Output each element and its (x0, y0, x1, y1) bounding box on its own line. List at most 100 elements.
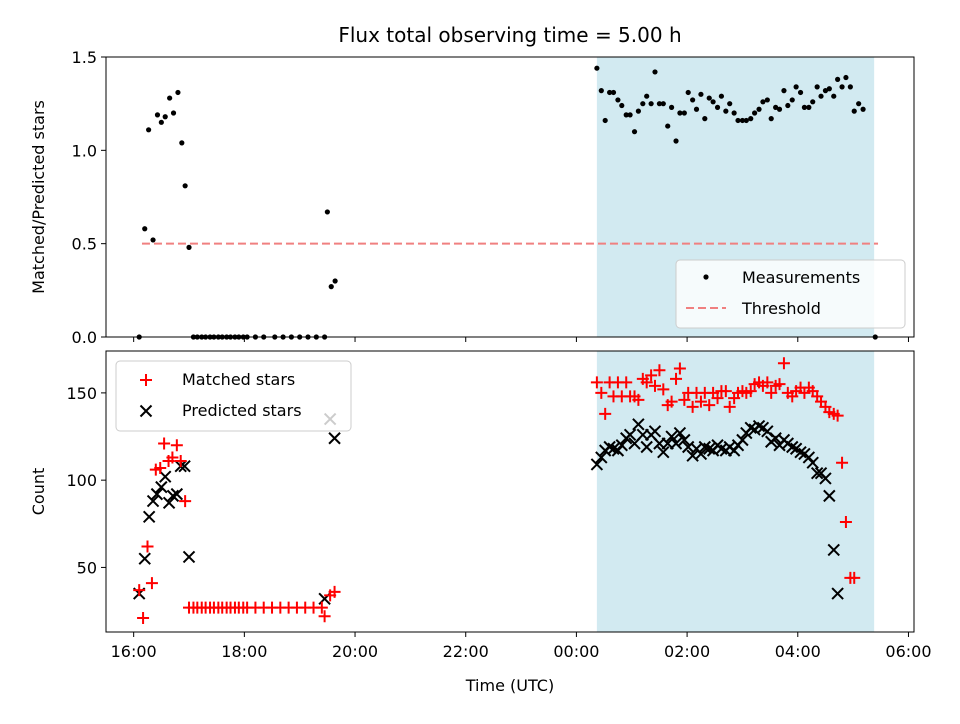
x-tick-label: 00:00 (553, 642, 599, 661)
measurement-point (194, 334, 200, 340)
measurement-point (727, 101, 733, 107)
measurement-point (714, 104, 721, 110)
chart-title: Flux total observing time = 5.00 h (338, 23, 681, 47)
axes-frame (105, 56, 915, 338)
matched-point (723, 400, 736, 413)
measurement-point (810, 99, 816, 105)
matched-point (839, 516, 852, 529)
matched-point (170, 439, 183, 452)
measurement-point (843, 74, 849, 81)
measurement-point (760, 99, 766, 105)
predicted-point (827, 543, 840, 557)
matched-point (315, 601, 328, 614)
measurement-point (158, 119, 164, 125)
predicted-point (615, 439, 628, 452)
predicted-point (673, 426, 687, 440)
predicted-point (590, 458, 604, 471)
measurement-point (789, 97, 795, 103)
measurement-point (150, 237, 156, 243)
measurement-point (685, 89, 691, 96)
measurement-point (860, 106, 866, 112)
measurement-point (207, 334, 213, 340)
matched-point (836, 456, 849, 469)
predicted-point (786, 440, 799, 454)
measurement-point (142, 226, 148, 232)
predicted-point (138, 552, 151, 565)
predicted-point (794, 446, 807, 459)
x-tick-label: 22:00 (443, 642, 489, 661)
matched-point (179, 495, 192, 508)
predicted-point (623, 428, 637, 441)
measurement-point (332, 278, 338, 284)
measurement-point (656, 101, 663, 107)
measurement-point (718, 93, 725, 99)
matched-point (158, 437, 171, 450)
predicted-point (831, 587, 844, 600)
measurement-point (781, 88, 787, 94)
measurement-point (773, 104, 779, 110)
measurement-point (801, 104, 808, 110)
matched-point (328, 585, 341, 598)
measurement-point (822, 88, 829, 94)
measurement-point (182, 183, 188, 189)
predicted-point (819, 472, 832, 485)
measurement-point (186, 244, 192, 250)
y-tick-label: 1.0 (72, 141, 97, 160)
measurement-point (806, 104, 812, 110)
predicted-point (657, 446, 670, 459)
matched-point (590, 376, 603, 389)
bottom-panel: 16:00 18:00 20:00 22:00 00:00 02:00 04:00 06:00… (29, 350, 932, 661)
measurement-point (154, 112, 161, 118)
y-tick-label: 100 (66, 471, 97, 490)
measurement-point (136, 334, 142, 340)
measurement-point (280, 334, 286, 340)
predicted-point (678, 433, 691, 447)
measurement-point (748, 116, 754, 122)
matched-point (141, 540, 154, 553)
measurement-point (835, 76, 841, 82)
matched-point (640, 376, 653, 389)
predicted-point (142, 510, 156, 524)
predicted-point (806, 456, 819, 469)
matched-point (648, 379, 661, 392)
matched-point (145, 577, 158, 590)
y-tick-label: 1.5 (72, 48, 97, 67)
measurement-point (199, 334, 205, 340)
x-tick-label: 02:00 (664, 642, 710, 661)
measurement-point (752, 110, 758, 116)
measurement-point (170, 110, 177, 116)
top-panel: 0.0 0.5 1.0 1.5 Matched/Predicted stars Measu… (29, 48, 915, 347)
measurement-point (179, 140, 185, 146)
predicted-point (146, 494, 160, 508)
measurement-point (710, 99, 716, 105)
measurement-point (297, 334, 303, 340)
predicted-point (150, 487, 164, 501)
measurement-point (631, 129, 638, 135)
x-axis-label: Time (UTC) (465, 676, 554, 695)
y-tick-label: 0.0 (72, 328, 97, 347)
measurement-point (764, 97, 770, 103)
x-tick-label: 04:00 (775, 642, 821, 661)
measurement-point (756, 106, 762, 112)
measurement-point (681, 110, 687, 116)
x-tick-label: 20:00 (332, 642, 378, 661)
matched-point (678, 393, 691, 406)
measurement-point (665, 123, 671, 129)
predicted-point (694, 447, 708, 461)
predicted-point (810, 466, 824, 480)
measurement-point (203, 334, 209, 340)
measurement-point (232, 334, 238, 340)
predicted-point (159, 470, 172, 483)
measurement-point (785, 102, 791, 109)
predicted-point (182, 550, 196, 564)
measurement-point (698, 91, 704, 97)
y-tick-label: 150 (66, 384, 97, 403)
predicted-point (603, 440, 616, 454)
measurement-point (261, 334, 267, 340)
measurement-point (610, 89, 617, 96)
matched-point (777, 357, 790, 370)
measurement-point (831, 93, 837, 99)
measurement-point (839, 84, 845, 90)
predicted-point (752, 419, 766, 433)
